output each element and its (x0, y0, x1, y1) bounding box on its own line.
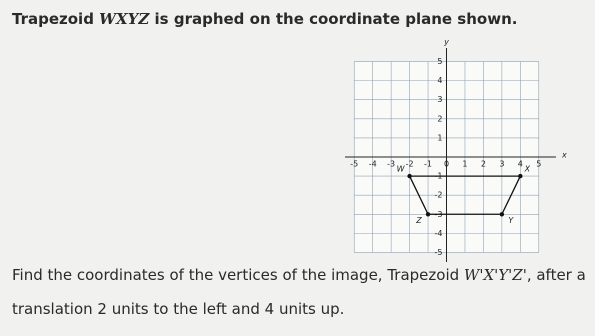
y-tick-label: 2 (437, 114, 442, 123)
y-tick-label: -2 (435, 191, 443, 200)
x-tick-label: 3 (499, 160, 504, 169)
text: , after a (526, 266, 586, 284)
y-tick-label: -5 (435, 248, 443, 257)
name: WXYZ (99, 10, 150, 28)
vertex-label: Z (415, 216, 422, 225)
text: Trapezoid (12, 10, 100, 28)
y-tick-label: 3 (437, 95, 442, 104)
vertex-label: W (397, 165, 406, 174)
vertex (499, 212, 505, 217)
text: Find the coordinates of the vertices of … (12, 266, 464, 284)
text: is graphed on the coordinate plane shown… (149, 10, 518, 28)
y-tick-label: -4 (435, 229, 443, 238)
x-tick-label: 1 (462, 160, 467, 169)
x-tick-label: -3 (387, 160, 395, 169)
y-tick-label: 1 (437, 133, 442, 142)
name: W'X'Y'Z' (463, 266, 527, 284)
vertex (407, 173, 412, 179)
x-tick-label: -2 (406, 160, 414, 169)
y-tick-label: 5 (437, 57, 442, 66)
vertex (518, 173, 523, 179)
x-tick-label: -4 (369, 160, 377, 169)
vertex-label: Y (508, 216, 514, 225)
x-tick-label: -1 (424, 160, 432, 169)
x-tick-label: -5 (350, 160, 358, 169)
x-tick-label: 2 (481, 160, 486, 169)
x-tick-label: 5 (536, 160, 541, 169)
intro: Trapezoid WXYZ is graphed on the coordin… (12, 10, 517, 28)
x-tick-label: 4 (518, 160, 523, 169)
y-tick-label: 4 (437, 76, 442, 85)
prompt-line: Find the coordinates of the vertices of … (12, 266, 586, 284)
prompt-line: translation 2 units to the left and 4 un… (12, 300, 345, 318)
axis-label: x (561, 151, 567, 160)
vertex-label: X (524, 165, 531, 174)
axis-label: y (443, 38, 449, 47)
vertex (425, 212, 431, 217)
